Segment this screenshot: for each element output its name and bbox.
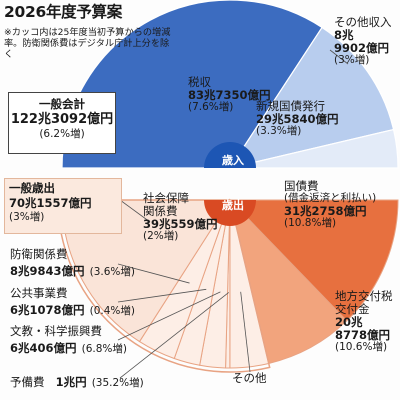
leader-revenue-other: [329, 49, 349, 65]
revenue-other-amount-1: 8兆: [334, 27, 354, 42]
note-text: ※カッコ内は25年度当初予算からの増減率。防衛関係費はデジタル庁計上分を除く: [4, 27, 171, 60]
leader-exp-reserve: [119, 292, 229, 379]
revenue-tax-label: 税収 83兆7350億円 (7.6%増): [188, 76, 271, 114]
exp-debt-name-2: (借金返済と利払い): [284, 191, 377, 204]
leader-exp-defense: [117, 263, 190, 284]
exp-social-name-2: 関係費: [143, 203, 178, 218]
exp-public-works-label: 公共事業費 6兆1078億円 (0.4%増): [10, 287, 135, 318]
general-account-amount: 122兆3092億円: [10, 111, 114, 127]
page-title: 2026年度予算案: [4, 3, 122, 21]
exp-local-name-1: 地方交付税: [335, 289, 393, 303]
revenue-other-change: (3%増): [334, 53, 370, 66]
general-expenditure-outline: [57, 199, 271, 373]
leader-exp-education: [117, 291, 221, 341]
exp-defense-label: 防衛関係費 8兆9843億円 (3.6%増): [10, 248, 135, 279]
exp-social-amount: 39兆559億円: [143, 216, 218, 231]
general-account-label: 一般会計: [39, 97, 85, 111]
exp-other-label: その他: [232, 371, 267, 385]
revenue-tax-change: (7.6%増): [188, 100, 234, 113]
leader-general-expenditure: [119, 199, 151, 223]
exp-reserve-change: (35.2%増): [91, 377, 144, 389]
revenue-slice-bonds: [228, 26, 395, 169]
leader-lines: [117, 49, 349, 379]
leader-exp-public-works: [117, 288, 207, 303]
exp-reserve-name: 予備費: [10, 375, 45, 389]
exp-slice-debt: [228, 199, 399, 322]
exp-local-label: 地方交付税 交付金 20兆 8778億円 (10.6%増): [335, 290, 393, 353]
general-account-box: 一般会計 122兆3092億円 (6.2%増): [8, 92, 116, 154]
exp-public-works-change: (0.4%増): [89, 304, 135, 317]
exp-debt-amount: 31兆2758億円: [284, 203, 367, 218]
exp-defense-change: (3.6%増): [89, 265, 135, 278]
revenue-badge: [204, 142, 256, 168]
general-account-change: (6.2%増): [39, 128, 85, 141]
general-expenditure-change: (3%増): [9, 210, 45, 223]
exp-reserve-label: 予備費 1兆円 (35.2%増): [10, 372, 144, 390]
revenue-other-name: その他収入: [334, 15, 392, 29]
expenditure-badge: [204, 200, 256, 226]
exp-local-change: (10.6%増): [335, 340, 388, 353]
exp-debt-change: (10.8%増): [284, 216, 337, 229]
revenue-slice-other: [229, 128, 399, 169]
exp-education-label: 文教・科学振興費 6兆406億円 (6.8%増): [10, 325, 127, 356]
exp-local-amount-2: 8778億円: [335, 327, 391, 342]
exp-education-name: 文教・科学振興費: [10, 324, 102, 338]
general-expenditure-amount: 70兆1557億円: [9, 195, 92, 210]
exp-debt-name-1: 国債費: [284, 179, 319, 193]
exp-reserve-amount: 1兆円: [55, 375, 87, 389]
revenue-other-label: その他収入 8兆 9902億円 (3%増): [334, 16, 392, 66]
exp-social-name-1: 社会保障: [143, 191, 189, 205]
revenue-tax-amount: 83兆7350億円: [188, 87, 271, 102]
leader-exp-other: [240, 291, 251, 373]
general-expenditure-label: 一般歳出: [9, 181, 55, 195]
exp-social-change: (2%増): [143, 229, 179, 242]
exp-public-works-amount: 6兆1078億円: [10, 302, 85, 317]
revenue-bonds-change: (3.3%増): [256, 124, 302, 137]
exp-local-name-2: 交付金: [335, 301, 370, 316]
expenditure-badge-label: 歳出: [222, 199, 244, 212]
revenue-bonds-label: 新規国債発行 29兆5840億円 (3.3%増): [256, 100, 339, 138]
revenue-badge-label: 歳入: [222, 154, 244, 167]
exp-defense-amount: 8兆9843億円: [10, 263, 85, 278]
revenue-bonds-name: 新規国債発行: [256, 99, 325, 113]
general-expenditure-box: 一般歳出 70兆1557億円 (3%増): [4, 178, 122, 234]
exp-education-change: (6.8%増): [81, 342, 127, 355]
exp-defense-name: 防衛関係費: [10, 247, 68, 261]
exp-social-label: 社会保障 関係費 39兆559億円 (2%増): [143, 192, 218, 242]
revenue-pie: [61, 0, 399, 169]
revenue-other-amount-2: 9902億円: [334, 40, 390, 55]
exp-public-works-name: 公共事業費: [10, 286, 68, 300]
revenue-bonds-amount: 29兆5840億円: [256, 111, 339, 126]
exp-education-amount: 6兆406億円: [10, 340, 77, 355]
revenue-tax-name: 税収: [188, 75, 211, 89]
exp-local-amount-1: 20兆: [335, 314, 363, 329]
exp-debt-label: 国債費 (借金返済と利払い) 31兆2758億円 (10.8%増): [284, 180, 376, 229]
